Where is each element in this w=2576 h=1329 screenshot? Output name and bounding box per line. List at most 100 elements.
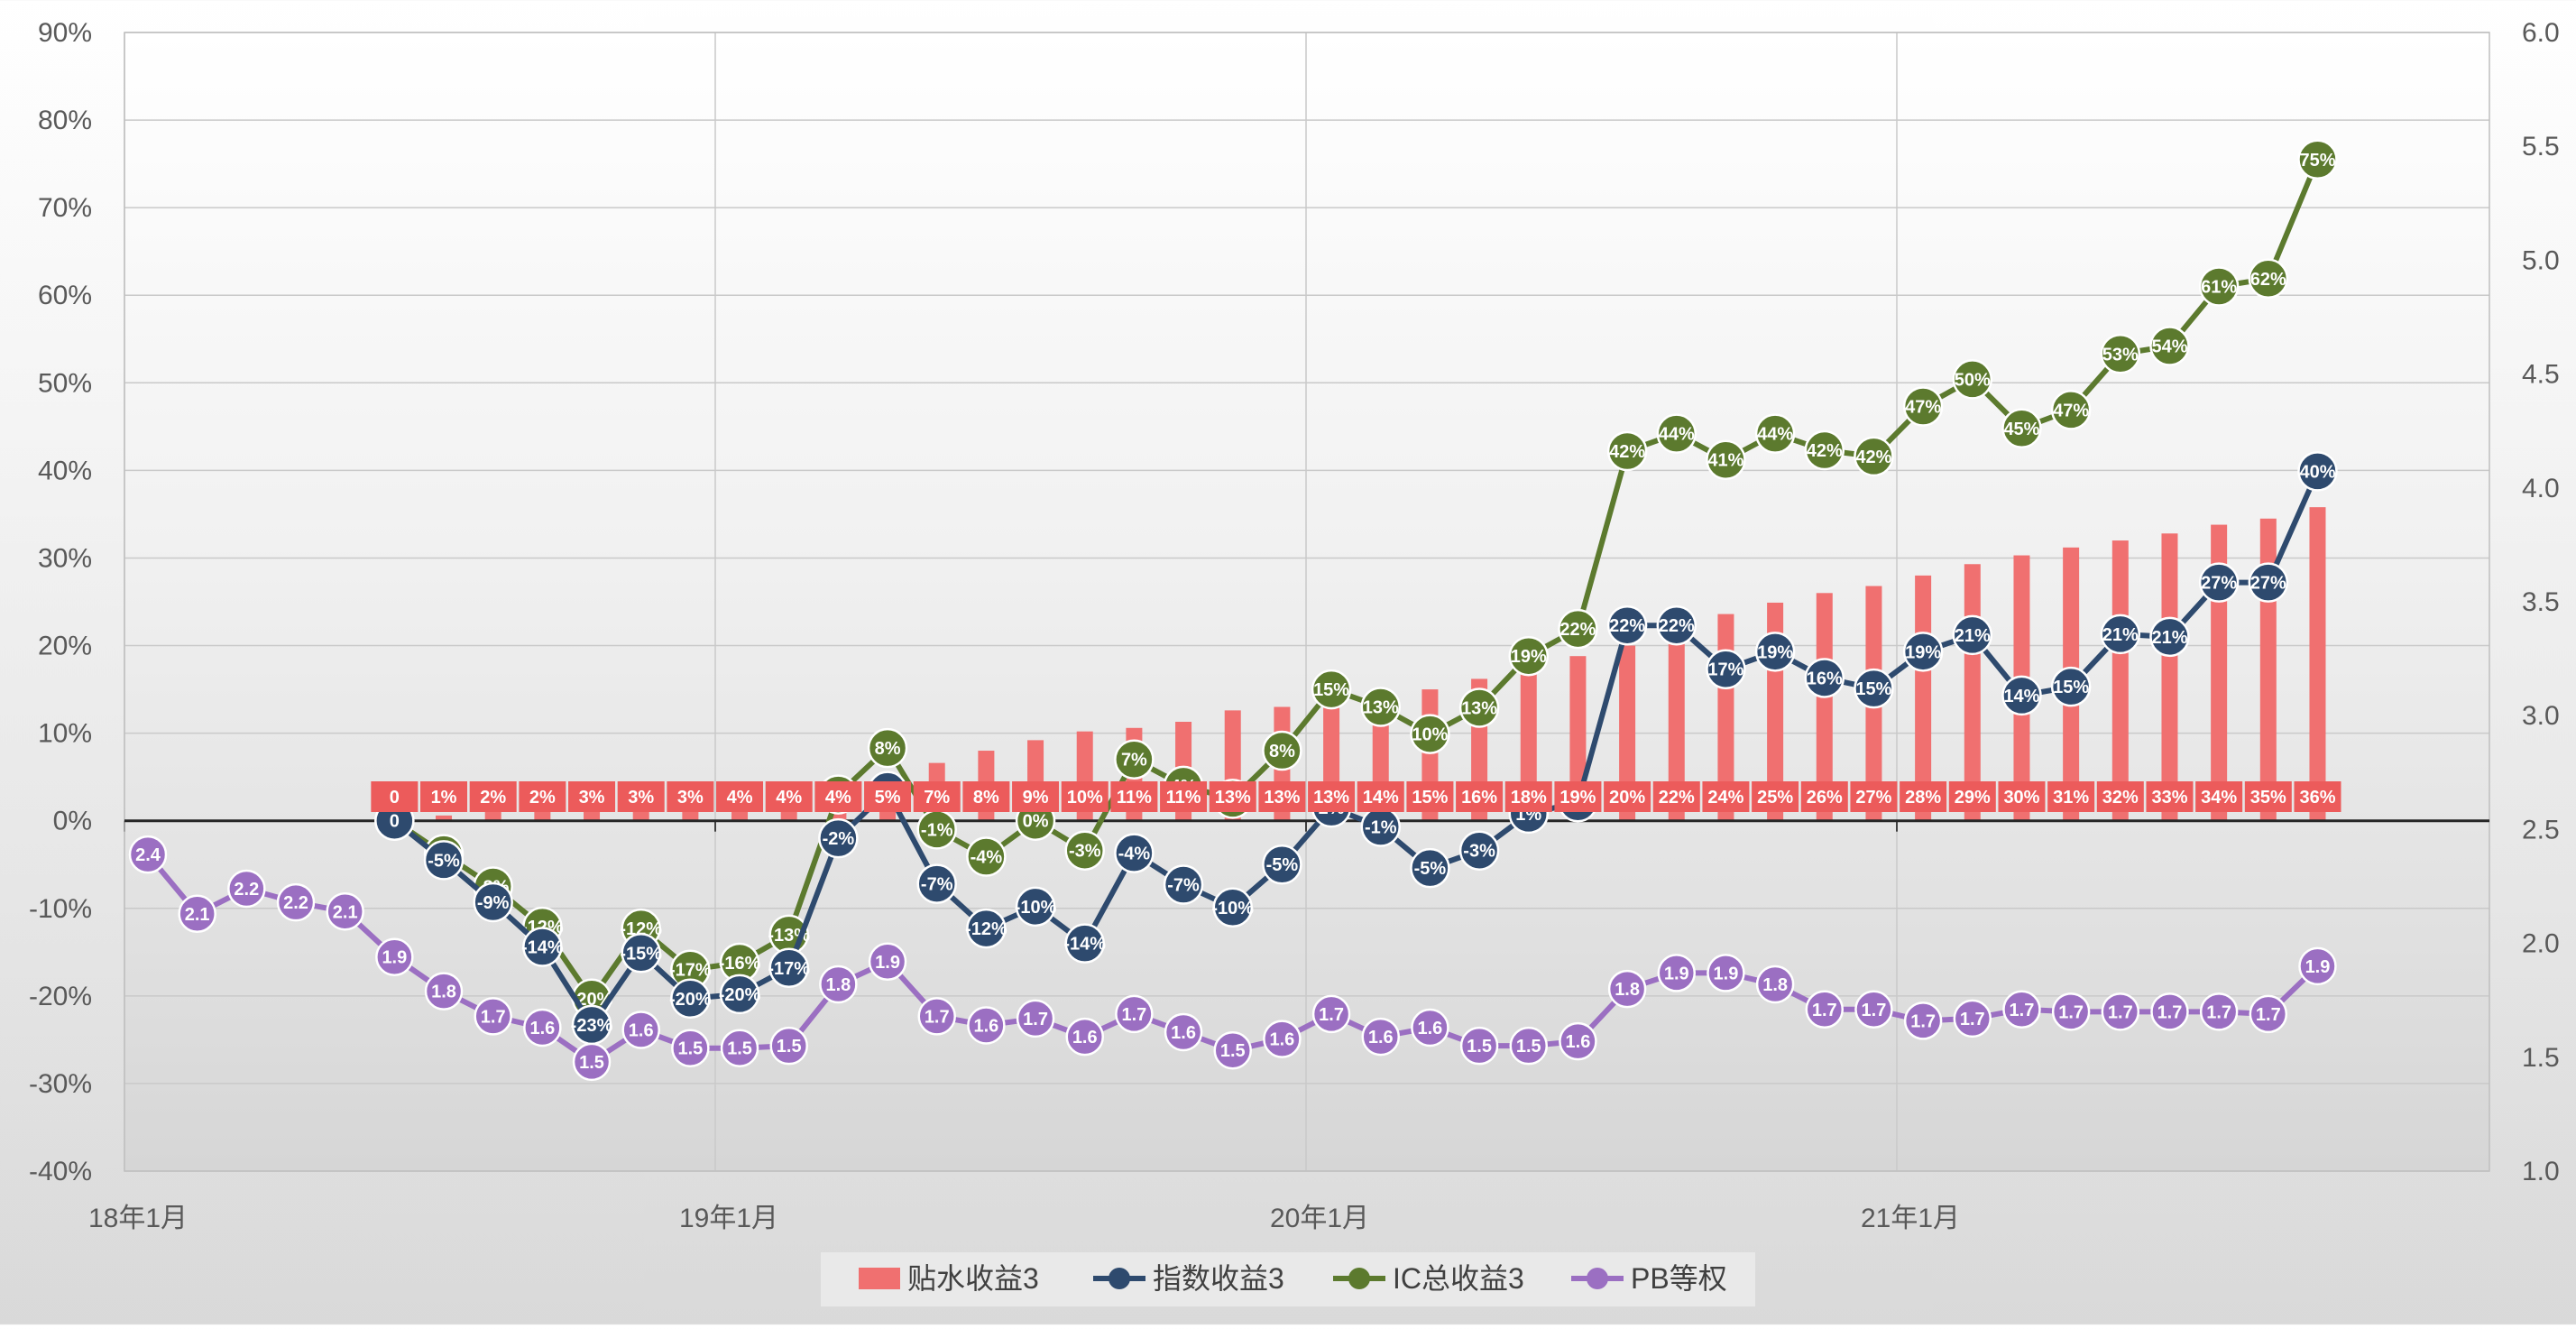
bar-data-label: 3% [579,788,605,808]
data-label-pb: 1.5 [1467,1037,1492,1057]
point-pb [1805,990,1845,1029]
data-label-index: -7% [1167,876,1200,896]
point-pb [326,892,364,931]
data-label-pb: 1.5 [727,1039,752,1059]
data-label-ic: 8% [1269,742,1295,761]
data-label-pb: 1.7 [2206,1002,2231,1022]
data-label-index: -4% [1118,844,1151,864]
data-label-index: -17% [768,959,810,979]
point-pb [819,964,858,1004]
point-index [423,840,465,881]
point-index [1804,658,1845,698]
point-pb [1657,954,1697,992]
point-pb [1559,1021,1597,1061]
data-label-index: 19% [1757,642,1793,662]
point-pb [2051,992,2091,1031]
data-label-index: -15% [620,944,662,964]
data-label-pb: 1.5 [1220,1041,1246,1061]
data-label-pb: 1.7 [925,1007,950,1027]
data-label-index: 16% [1807,669,1843,688]
right-tick-label: 3.5 [2522,587,2560,617]
data-label-index: -10% [1015,898,1057,918]
point-index [1902,632,1944,672]
data-label-ic: 42% [1807,441,1843,461]
bar-tieshui [484,810,501,821]
point-index [916,863,957,904]
right-tick-label: 2.0 [2522,929,2560,959]
bar-data-label: 26% [1807,788,1843,808]
bar-tieshui [1668,630,1685,821]
data-label-ic: 62% [2250,270,2286,290]
data-label-index: 0 [390,812,400,832]
data-label-ic: 7% [1121,751,1147,771]
point-ic [1508,635,1550,677]
data-label-ic: -1% [921,820,953,840]
right-tick-label: 1.5 [2522,1043,2560,1073]
bar-label-box [962,781,1010,812]
data-label-pb: 2.1 [333,902,358,922]
point-ic [1360,687,1401,727]
bar-label-box [864,781,912,812]
bar-label-box [1652,781,1700,812]
data-label-pb: 1.7 [1812,1001,1837,1020]
point-index [2050,666,2092,707]
point-pb [178,894,216,934]
point-pb [967,1006,1006,1045]
data-label-index: -1% [1365,817,1397,837]
point-pb [1459,1026,1499,1066]
legend-swatch-marker [1348,1268,1370,1289]
point-pb [1854,990,1893,1029]
bar-label-box [2195,781,2243,812]
x-tick-label: 21年1月 [1861,1204,1960,1233]
data-label-ic: 41% [1707,451,1743,471]
point-ic [1558,608,1598,650]
data-label-pb: 1.6 [1171,1023,1196,1043]
bar-data-label: 13% [1313,788,1349,808]
bar-label-box [568,781,616,812]
point-index [2149,616,2190,658]
data-label-index: 40% [2299,462,2335,482]
point-pb [2101,992,2140,1031]
bar-label-box [1998,781,2046,812]
bar-label-box [1110,781,1158,812]
data-label-pb: 1.5 [777,1037,802,1057]
point-pb [276,882,316,922]
data-label-ic: -17% [669,961,712,981]
left-tick-label: 60% [38,281,92,310]
point-pb [424,972,464,1011]
point-ic [2001,408,2042,449]
point-pb [128,835,168,874]
bar-label-box [1456,781,1504,812]
right-tick-label: 5.0 [2522,245,2560,275]
point-index [1163,864,1204,905]
data-label-ic: 75% [2299,151,2335,171]
point-pb [1361,1017,1400,1057]
data-label-index: 15% [2053,678,2089,697]
right-tick-label: 5.5 [2522,132,2560,162]
bar-data-label: 22% [1659,788,1695,808]
point-index [1212,887,1253,928]
point-ic [1606,430,1648,472]
bar-data-label: 11% [1117,788,1152,808]
data-label-pb: 1.8 [1762,975,1788,995]
point-pb [1903,1001,1943,1040]
point-pb [769,1026,808,1066]
legend-label: 指数收益3 [1153,1262,1284,1295]
point-pb [1016,999,1055,1038]
point-pb [1509,1026,1549,1066]
bar-tieshui [1619,645,1636,821]
point-index [1754,632,1796,672]
data-label-pb: 1.6 [1270,1030,1295,1050]
data-label-pb: 1.8 [1615,980,1640,1000]
left-tick-label: 10% [38,719,92,749]
data-label-index: -5% [428,851,460,871]
data-label-ic: 45% [2003,420,2039,439]
data-label-ic: 44% [1757,425,1793,445]
bar-label-box [667,781,714,812]
bar-data-label: 4% [727,788,753,808]
data-label-index: -12% [965,919,1007,939]
bar-data-label: 5% [875,788,901,808]
point-index [768,947,809,989]
point-ic [1311,669,1352,710]
legend-label: PB等权 [1631,1262,1727,1295]
